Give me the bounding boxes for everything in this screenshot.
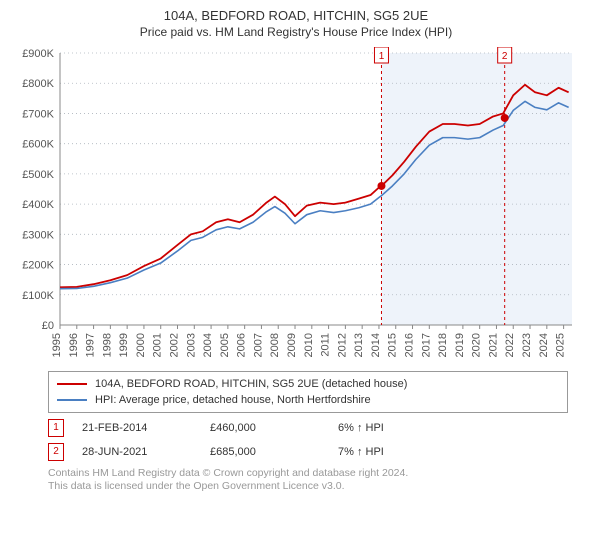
svg-text:2025: 2025	[555, 333, 567, 357]
event-hpi-1: 6% ↑ HPI	[338, 422, 448, 434]
footer: Contains HM Land Registry data © Crown c…	[48, 467, 568, 493]
svg-text:2000: 2000	[135, 333, 147, 357]
svg-text:2: 2	[502, 51, 508, 62]
svg-text:£700K: £700K	[22, 108, 54, 120]
event-marker-1: 1	[48, 419, 64, 437]
svg-text:£300K: £300K	[22, 229, 54, 241]
chart-title: 104A, BEDFORD ROAD, HITCHIN, SG5 2UE	[12, 8, 580, 23]
svg-text:2012: 2012	[336, 333, 348, 357]
svg-text:2023: 2023	[521, 333, 533, 357]
svg-text:2011: 2011	[320, 333, 332, 357]
price-chart: £0 £100K £200K £300K £400K £500K £600K £700K £80…	[16, 47, 576, 367]
svg-text:£100K: £100K	[22, 290, 54, 302]
chart-container: £0 £100K £200K £300K £400K £500K £600K £700K £80…	[16, 47, 576, 367]
event-date-1: 21-FEB-2014	[82, 422, 192, 434]
event-row-1: 1 21-FEB-2014 £460,000 6% ↑ HPI	[48, 419, 568, 437]
svg-text:2019: 2019	[454, 333, 466, 357]
svg-text:1997: 1997	[85, 333, 97, 357]
event-marker-2: 2	[48, 443, 64, 461]
svg-text:1996: 1996	[68, 333, 80, 357]
event-price-1: £460,000	[210, 422, 320, 434]
svg-text:2009: 2009	[286, 333, 298, 357]
event-price-2: £685,000	[210, 446, 320, 458]
legend-row-red: 104A, BEDFORD ROAD, HITCHIN, SG5 2UE (de…	[57, 376, 559, 392]
footer-line-1: Contains HM Land Registry data © Crown c…	[48, 467, 568, 480]
svg-text:£0: £0	[42, 320, 54, 332]
footer-line-2: This data is licensed under the Open Gov…	[48, 480, 568, 493]
legend: 104A, BEDFORD ROAD, HITCHIN, SG5 2UE (de…	[48, 371, 568, 413]
svg-text:£600K: £600K	[22, 139, 54, 151]
event-row-2: 2 28-JUN-2021 £685,000 7% ↑ HPI	[48, 443, 568, 461]
svg-text:2021: 2021	[487, 333, 499, 357]
svg-text:2020: 2020	[471, 333, 483, 357]
event-date-2: 28-JUN-2021	[82, 446, 192, 458]
svg-text:1999: 1999	[118, 333, 130, 357]
svg-text:1: 1	[379, 51, 385, 62]
svg-text:£900K: £900K	[22, 48, 54, 60]
svg-text:£200K: £200K	[22, 260, 54, 272]
events-table: 1 21-FEB-2014 £460,000 6% ↑ HPI 2 28-JUN…	[48, 419, 568, 461]
svg-text:2022: 2022	[504, 333, 516, 357]
svg-text:2010: 2010	[303, 333, 315, 357]
svg-text:2006: 2006	[236, 333, 248, 357]
svg-text:£500K: £500K	[22, 169, 54, 181]
svg-text:2008: 2008	[269, 333, 281, 357]
event-hpi-2: 7% ↑ HPI	[338, 446, 448, 458]
svg-text:2017: 2017	[420, 333, 432, 357]
svg-text:2003: 2003	[185, 333, 197, 357]
svg-text:2005: 2005	[219, 333, 231, 357]
chart-subtitle: Price paid vs. HM Land Registry's House …	[12, 25, 580, 39]
svg-text:2004: 2004	[202, 333, 214, 357]
svg-text:1995: 1995	[51, 333, 63, 357]
legend-red-label: 104A, BEDFORD ROAD, HITCHIN, SG5 2UE (de…	[95, 376, 407, 392]
svg-text:2015: 2015	[387, 333, 399, 357]
svg-text:2007: 2007	[252, 333, 264, 357]
svg-text:2014: 2014	[370, 333, 382, 357]
svg-text:1998: 1998	[101, 333, 113, 357]
svg-text:£400K: £400K	[22, 199, 54, 211]
svg-text:2018: 2018	[437, 333, 449, 357]
svg-text:2016: 2016	[404, 333, 416, 357]
svg-text:2001: 2001	[152, 333, 164, 357]
svg-text:£800K: £800K	[22, 78, 54, 90]
svg-text:2013: 2013	[353, 333, 365, 357]
svg-text:2002: 2002	[169, 333, 181, 357]
svg-text:2024: 2024	[538, 333, 550, 357]
legend-row-blue: HPI: Average price, detached house, Nort…	[57, 392, 559, 408]
legend-blue-label: HPI: Average price, detached house, Nort…	[95, 392, 371, 408]
